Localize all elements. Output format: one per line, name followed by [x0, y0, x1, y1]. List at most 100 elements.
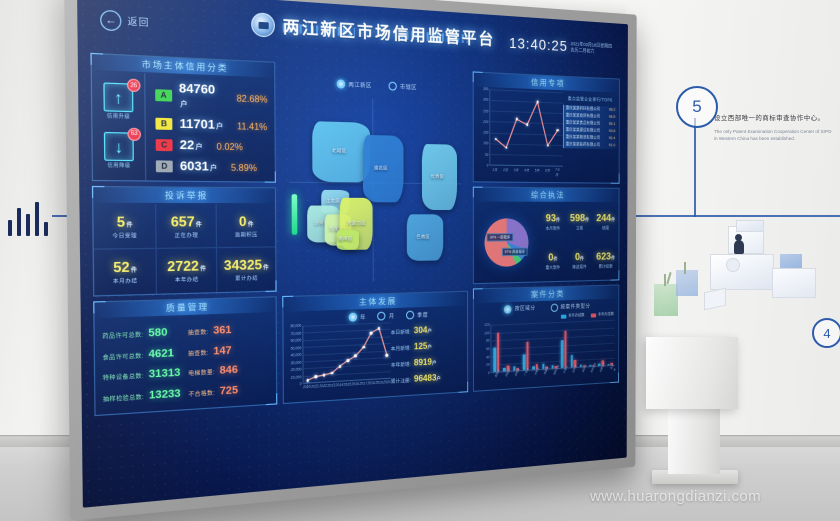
legend-swatch [590, 312, 597, 318]
top-enterprise-list[interactable]: 重点监管企业排行/TOP6 重庆某某科技有限公司 98.2 重庆某某商贸有限公司 96… [562, 92, 618, 179]
entity-stat-label: 本年新增: [390, 361, 411, 368]
stat-value: 657件 [170, 212, 202, 230]
stat-label: 逾期积压 [234, 231, 258, 238]
grade-unit: 户 [180, 101, 188, 110]
dashboard-title: 两江新区市场信用监管平台 [282, 17, 496, 50]
isometric-illustration [650, 218, 840, 328]
case-x-axis: 食品类 药品类 商标类 广告类 价格类 质量类 特种设备 计量类 合同类 网络类 无照经营 消费维权其… [490, 362, 617, 386]
credit-row[interactable]: B 11701户 11.41% [155, 117, 267, 134]
map-toggle[interactable]: 两江新区 [336, 79, 372, 90]
quality-label: 药品许可总数: [102, 332, 144, 342]
down-arrow-glyph: ↓ [114, 136, 124, 156]
map-panel[interactable]: 两江新区 市辖区 北碚区渝北区江北区沙坪坝区九龙坡区大渡口区南岸区长寿区巴南区 [281, 60, 468, 292]
quality-label: 抽查数: [188, 349, 209, 358]
entity-stat-label: 本日新增: [390, 329, 411, 336]
stat-unit: 件 [611, 255, 615, 261]
x-tick: 其他类 [609, 364, 617, 372]
entity-side-stats: 本日新增: 304户 本月新增: 125户 本年新增: 8919户 累计注册: 96483户 [391, 317, 464, 391]
x-tick: 2018 [367, 380, 375, 386]
legend-item: 本年办结数 [590, 312, 614, 318]
back-button[interactable]: ← 返回 [100, 9, 150, 33]
stat-unit: 件 [580, 255, 584, 262]
stat-label: 重大案件 [545, 264, 561, 270]
line-series [490, 89, 563, 165]
bar-group [531, 323, 541, 370]
dashboard-screen[interactable]: ← 返回 两江新区市场信用监管平台 13:40:25 2021年03月18日星期… [76, 0, 628, 508]
grade-percent: 0.02% [216, 140, 243, 152]
government-emblem-icon [251, 12, 276, 38]
quality-panel: 质量管理 药品许可总数: 580 食品许可总数: 4621 特种设备总数: 31313 抽样… [93, 296, 278, 417]
stat-value: 0件 [574, 251, 584, 264]
credit-row[interactable]: D 6031户 5.89% [155, 159, 268, 174]
bar-group [596, 320, 605, 366]
quality-row: 抽查数: 147 [188, 343, 269, 359]
credit-downgrade-item[interactable]: ↓ 63 信用降级 [103, 127, 142, 169]
map-toggle-label: 市辖区 [399, 83, 417, 92]
kiosk-head[interactable] [646, 337, 738, 409]
entity-stat-unit: 户 [436, 375, 441, 382]
data-point [556, 128, 560, 132]
data-point [354, 354, 358, 358]
enforcement-pie-chart: 30% 一般程序 57% 简易程序 [484, 218, 529, 268]
data-point [546, 144, 549, 147]
led-display[interactable]: ← 返回 两江新区市场信用监管平台 13:40:25 2021年03月18日星期… [64, 0, 637, 521]
case-toggle[interactable]: 按区域分 [504, 304, 536, 314]
entity-stat-row: 本年新增: 8919户 [391, 356, 463, 369]
quality-left-column: 药品许可总数: 580 食品许可总数: 4621 特种设备总数: 31313 抽样检验总数:… [102, 318, 188, 412]
radio-icon [336, 79, 346, 89]
entity-development-panel: 主体发展 年 月 季度 80,000 70,000 60,000 50,000 40,000… [282, 290, 469, 405]
y-tick: 250 [483, 108, 489, 114]
list-item-name: 重庆某某医药有限公司 [565, 141, 601, 147]
x-tick: 2010 [302, 384, 311, 390]
map-toggle[interactable]: 市辖区 [388, 81, 417, 92]
stat-unit: 件 [611, 217, 616, 223]
entity-legend-item[interactable]: 年 [348, 312, 366, 322]
credit-row[interactable]: C 22户 0.02% [155, 138, 268, 154]
timeline-marker-5: 5 [676, 86, 718, 128]
y-tick: 120 [484, 322, 490, 328]
stat-cell: 244件 结案 [593, 203, 619, 242]
quality-label: 不合格数: [188, 389, 216, 399]
grade-percent: 5.89% [230, 162, 257, 173]
entity-panel-title: 主体发展 [283, 291, 468, 312]
bar [551, 364, 554, 369]
complaint-panel-title: 投诉举报 [93, 187, 275, 204]
quality-value: 846 [219, 363, 238, 378]
credit-upgrade-item[interactable]: ↑ 26 信用升级 [103, 78, 141, 121]
case-toggle[interactable]: 按案件类型分 [550, 302, 590, 312]
case-toggle-label: 按区域分 [514, 305, 536, 313]
entity-stat-value: 8919户 [413, 357, 437, 368]
clock-widget: 13:40:25 2021年03月18日星期四 农历二月初六 [509, 34, 612, 57]
trend-line-chart: 350 300 250 200 150 100 50 0 1月 2月 3月 4月 5月 6月 7-9月 [477, 87, 563, 179]
stat-unit: 件 [247, 220, 254, 228]
quality-value: 725 [219, 383, 239, 398]
entity-legend-label: 月 [388, 312, 395, 320]
entity-stat-value: 304户 [413, 325, 432, 336]
x-tick: 2014 [335, 382, 344, 388]
grade-badge: C [155, 139, 173, 152]
data-point [525, 123, 529, 127]
map-toggle-label: 两江新区 [348, 81, 372, 90]
grade-unit: 户 [209, 165, 218, 173]
credit-row[interactable]: A 84760户 82.68% [155, 81, 268, 113]
bar [570, 354, 573, 368]
quality-right-column: 抽查数: 361 抽查数: 147 电梯数量: 846 不合格数: 725 [188, 316, 270, 407]
complaint-stat-grid: 5件 今日受理 657件 正在办理 0件 逾期积压 52件 本月办结 2722件 本年办结 3432… [93, 204, 276, 296]
top-list-items[interactable]: 重庆某某科技有限公司 98.2 重庆某某商贸有限公司 96.5 重庆某某食品有限公司 95… [562, 104, 618, 149]
bar-group [578, 321, 587, 367]
y-tick: 40,000 [290, 352, 302, 358]
district-map[interactable]: 北碚区渝北区江北区沙坪坝区九龙坡区大渡口区南岸区长寿区巴南区 [281, 87, 468, 291]
stat-unit: 件 [126, 221, 133, 229]
grade-percent: 11.41% [236, 120, 268, 132]
legend-swatch [560, 313, 567, 319]
entity-y-axis: 80,000 70,000 60,000 50,000 40,000 30,000 20,0… [288, 324, 303, 387]
enforcement-panel-title: 综合执法 [473, 187, 619, 202]
stat-label: 移送案件 [572, 263, 587, 270]
list-item[interactable]: 重庆某某医药有限公司 91.0 [562, 140, 618, 149]
map-value-bar [291, 193, 298, 235]
credit-panel-body: ↑ 26 信用升级 ↓ 63 信用降级 [91, 71, 275, 182]
bar [564, 330, 567, 368]
grade-badge: B [155, 117, 173, 130]
dashboard-title-bar: 两江新区市场信用监管平台 [251, 12, 495, 50]
pie-annotation-1: 30% 一般程序 [486, 233, 513, 243]
